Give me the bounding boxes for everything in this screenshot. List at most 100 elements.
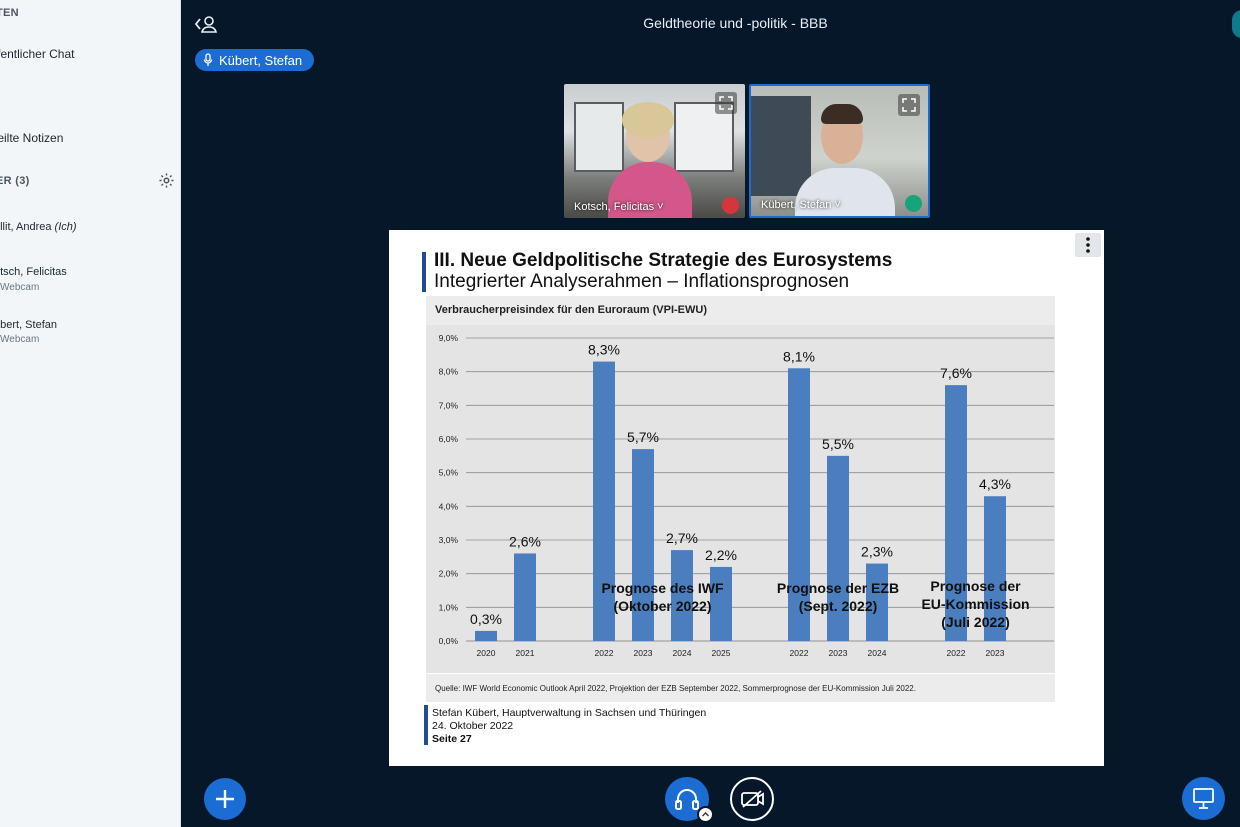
slide-options-button[interactable]	[1075, 233, 1101, 257]
y-tick-label: 0,0%	[439, 636, 459, 646]
user-status: Webcam	[0, 282, 40, 293]
plus-icon	[216, 790, 234, 808]
data-label: 2,3%	[861, 544, 893, 560]
user-name: übert, Stefan	[0, 319, 57, 331]
webcam-name[interactable]: Kotsch, Felicitas ˅	[574, 201, 664, 213]
gear-icon[interactable]	[158, 172, 175, 189]
webcam-name[interactable]: Kübert, Stefan ˅	[761, 199, 841, 211]
headphones-icon	[675, 789, 699, 810]
fullscreen-button[interactable]	[898, 94, 920, 116]
talking-indicator[interactable]: Kübert, Stefan	[195, 49, 315, 71]
participant-hair	[821, 104, 863, 124]
user-list-item[interactable]: übert, Stefan	[0, 319, 57, 331]
footer-page: Seite 27	[432, 733, 472, 745]
webcam-button[interactable]	[730, 777, 774, 821]
chart-annotation: EU-Kommission	[921, 596, 1029, 612]
bar	[593, 361, 615, 641]
avatar[interactable]	[1232, 10, 1240, 38]
x-tick-label: 2021	[516, 648, 535, 658]
bar	[632, 449, 654, 641]
background-banner	[751, 96, 811, 196]
background-window	[674, 102, 734, 172]
data-label: 7,6%	[940, 365, 972, 381]
muted-microphone-icon	[722, 197, 739, 214]
talker-name: Kübert, Stefan	[219, 52, 303, 68]
expand-icon	[902, 98, 916, 112]
webcam-tile[interactable]: Kotsch, Felicitas ˅	[564, 84, 745, 218]
background-window	[574, 102, 624, 172]
audio-options-button[interactable]	[697, 806, 714, 823]
sidebar: TEN ffentlicher Chat teilte Notizen ER (…	[0, 0, 181, 827]
bar	[514, 553, 536, 641]
bar	[984, 496, 1006, 641]
data-label: 2,6%	[509, 533, 541, 549]
x-tick-label: 2024	[868, 648, 887, 658]
x-tick-label: 2023	[829, 648, 848, 658]
x-tick-label: 2023	[986, 648, 1005, 658]
data-label: 8,3%	[588, 342, 620, 358]
participant-scarf	[608, 162, 692, 218]
self-tag: (Ich)	[54, 221, 77, 233]
messages-section-title: TEN	[0, 7, 19, 19]
chart-annotation: (Oktober 2022)	[613, 598, 711, 614]
y-tick-label: 3,0%	[439, 535, 459, 545]
data-label: 0,3%	[470, 611, 502, 627]
title-accent-bar	[422, 252, 426, 292]
footer-accent-bar	[424, 705, 428, 745]
x-tick-label: 2025	[712, 648, 731, 658]
meeting-title: Geldtheorie und -politik - BBB	[643, 15, 828, 31]
data-label: 4,3%	[979, 476, 1011, 492]
slide-subtitle: Integrierter Analyserahmen – Inflationsp…	[434, 271, 850, 292]
data-label: 2,7%	[666, 530, 698, 546]
source-note: Quelle: IWF World Economic Outlook April…	[426, 674, 1055, 702]
y-tick-label: 5,0%	[439, 468, 459, 478]
user-status: Webcam	[0, 334, 40, 345]
bar	[475, 630, 497, 641]
bar	[710, 566, 732, 641]
users-section-title: ER (3)	[0, 175, 30, 187]
y-tick-label: 6,0%	[439, 434, 459, 444]
chart-annotation: (Juli 2022)	[941, 614, 1009, 630]
data-label: 5,5%	[822, 436, 854, 452]
bar	[788, 368, 810, 641]
bar	[827, 455, 849, 641]
expand-icon	[719, 96, 733, 110]
y-tick-label: 4,0%	[439, 501, 459, 511]
chart-container: Verbraucherpreisindex für den Euroraum (…	[426, 296, 1055, 673]
bar	[945, 385, 967, 641]
chart-title: Verbraucherpreisindex für den Euroraum (…	[426, 296, 1055, 325]
microphone-icon	[203, 53, 213, 66]
x-tick-label: 2022	[790, 648, 809, 658]
microphone-icon	[905, 195, 922, 212]
user-list-item[interactable]: otsch, Felicitas	[0, 266, 67, 278]
data-label: 2,2%	[705, 547, 737, 563]
user-list-item[interactable]: ellit, Andrea (Ich)	[0, 221, 77, 233]
user-name: otsch, Felicitas	[0, 266, 67, 278]
x-tick-label: 2022	[947, 648, 966, 658]
x-tick-label: 2020	[477, 648, 496, 658]
shared-notes-item[interactable]: teilte Notizen	[0, 131, 64, 145]
data-label: 5,7%	[627, 429, 659, 445]
footer-date: 24. Oktober 2022	[432, 720, 514, 732]
y-tick-label: 2,0%	[439, 569, 459, 579]
slide-title: III. Neue Geldpolitische Strategie des E…	[434, 250, 893, 271]
chart-annotation: Prognose der EZB	[777, 580, 899, 596]
chevron-up-icon	[702, 812, 709, 817]
chart-annotation: (Sept. 2022)	[799, 598, 878, 614]
toggle-userlist-icon[interactable]	[193, 12, 221, 36]
fullscreen-button[interactable]	[715, 92, 737, 114]
y-tick-label: 8,0%	[439, 367, 459, 377]
presentation-icon	[1193, 788, 1214, 809]
x-tick-label: 2023	[634, 648, 653, 658]
presentation-button[interactable]	[1182, 777, 1225, 820]
footer-author: Stefan Kübert, Hauptverwaltung in Sachse…	[432, 707, 707, 719]
bar	[671, 550, 693, 641]
x-tick-label: 2022	[595, 648, 614, 658]
kebab-menu-icon	[1086, 237, 1090, 253]
y-tick-label: 1,0%	[439, 602, 459, 612]
actions-button[interactable]	[204, 778, 246, 820]
public-chat-item[interactable]: ffentlicher Chat	[0, 47, 75, 61]
y-tick-label: 9,0%	[439, 333, 459, 343]
webcam-tile[interactable]: Kübert, Stefan ˅	[749, 84, 930, 218]
chart-annotation: Prognose des IWF	[601, 580, 724, 596]
